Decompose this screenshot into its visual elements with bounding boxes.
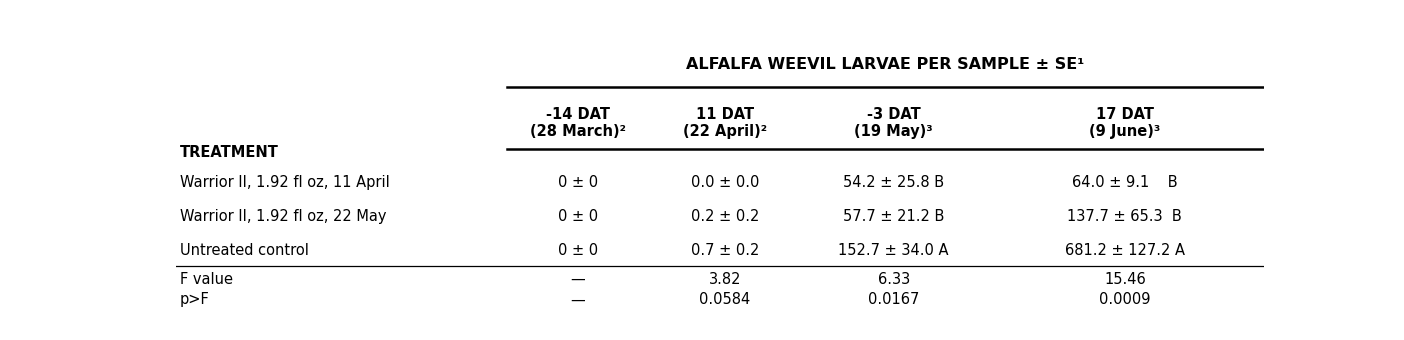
Text: ALFALFA WEEVIL LARVAE PER SAMPLE ± SE¹: ALFALFA WEEVIL LARVAE PER SAMPLE ± SE¹ bbox=[687, 57, 1085, 72]
Text: 0.0009: 0.0009 bbox=[1099, 292, 1151, 307]
Text: 54.2 ± 25.8 B: 54.2 ± 25.8 B bbox=[842, 175, 945, 190]
Text: —: — bbox=[570, 292, 585, 307]
Text: Untreated control: Untreated control bbox=[180, 243, 309, 258]
Text: 17 DAT
(9 June)³: 17 DAT (9 June)³ bbox=[1090, 107, 1161, 139]
Text: —: — bbox=[570, 272, 585, 287]
Text: 0.0167: 0.0167 bbox=[868, 292, 920, 307]
Text: 0.2 ± 0.2: 0.2 ± 0.2 bbox=[691, 209, 760, 224]
Text: 64.0 ± 9.1    B: 64.0 ± 9.1 B bbox=[1073, 175, 1178, 190]
Text: 137.7 ± 65.3  B: 137.7 ± 65.3 B bbox=[1067, 209, 1182, 224]
Text: F value: F value bbox=[180, 272, 233, 287]
Text: TREATMENT: TREATMENT bbox=[180, 144, 279, 159]
Text: 15.46: 15.46 bbox=[1104, 272, 1146, 287]
Text: 0 ± 0: 0 ± 0 bbox=[557, 209, 598, 224]
Text: 0.7 ± 0.2: 0.7 ± 0.2 bbox=[691, 243, 760, 258]
Text: -3 DAT
(19 May)³: -3 DAT (19 May)³ bbox=[854, 107, 934, 139]
Text: p>F: p>F bbox=[180, 292, 209, 307]
Text: 681.2 ± 127.2 A: 681.2 ± 127.2 A bbox=[1064, 243, 1185, 258]
Text: 6.33: 6.33 bbox=[878, 272, 910, 287]
Text: 3.82: 3.82 bbox=[709, 272, 741, 287]
Text: Warrior II, 1.92 fl oz, 22 May: Warrior II, 1.92 fl oz, 22 May bbox=[180, 209, 386, 224]
Text: Warrior II, 1.92 fl oz, 11 April: Warrior II, 1.92 fl oz, 11 April bbox=[180, 175, 389, 190]
Text: 11 DAT
(22 April)²: 11 DAT (22 April)² bbox=[682, 107, 767, 139]
Text: 0.0584: 0.0584 bbox=[699, 292, 751, 307]
Text: 0 ± 0: 0 ± 0 bbox=[557, 243, 598, 258]
Text: -14 DAT
(28 March)²: -14 DAT (28 March)² bbox=[531, 107, 626, 139]
Text: 152.7 ± 34.0 A: 152.7 ± 34.0 A bbox=[838, 243, 949, 258]
Text: 0 ± 0: 0 ± 0 bbox=[557, 175, 598, 190]
Text: 57.7 ± 21.2 B: 57.7 ± 21.2 B bbox=[842, 209, 945, 224]
Text: 0.0 ± 0.0: 0.0 ± 0.0 bbox=[691, 175, 760, 190]
